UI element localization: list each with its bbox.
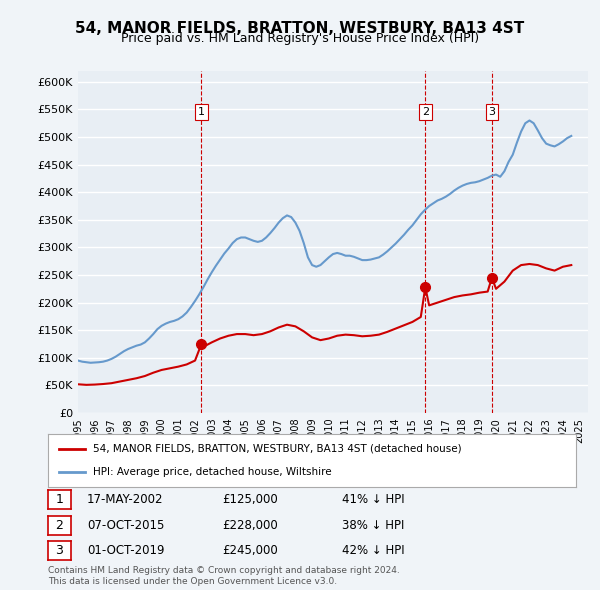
- Text: 07-OCT-2015: 07-OCT-2015: [87, 519, 164, 532]
- Text: 17-MAY-2002: 17-MAY-2002: [87, 493, 163, 506]
- Text: 54, MANOR FIELDS, BRATTON, WESTBURY, BA13 4ST: 54, MANOR FIELDS, BRATTON, WESTBURY, BA1…: [76, 21, 524, 35]
- Text: HPI: Average price, detached house, Wiltshire: HPI: Average price, detached house, Wilt…: [93, 467, 332, 477]
- Text: £228,000: £228,000: [222, 519, 278, 532]
- Text: 38% ↓ HPI: 38% ↓ HPI: [342, 519, 404, 532]
- Text: 2: 2: [55, 519, 64, 532]
- Text: 54, MANOR FIELDS, BRATTON, WESTBURY, BA13 4ST (detached house): 54, MANOR FIELDS, BRATTON, WESTBURY, BA1…: [93, 444, 461, 454]
- Text: 1: 1: [55, 493, 64, 506]
- Text: 41% ↓ HPI: 41% ↓ HPI: [342, 493, 404, 506]
- Text: 2: 2: [422, 107, 429, 117]
- Text: £245,000: £245,000: [222, 544, 278, 557]
- Text: Contains HM Land Registry data © Crown copyright and database right 2024.
This d: Contains HM Land Registry data © Crown c…: [48, 566, 400, 586]
- Text: 1: 1: [198, 107, 205, 117]
- Text: Price paid vs. HM Land Registry's House Price Index (HPI): Price paid vs. HM Land Registry's House …: [121, 32, 479, 45]
- Text: £125,000: £125,000: [222, 493, 278, 506]
- Text: 3: 3: [488, 107, 496, 117]
- Text: 3: 3: [55, 544, 64, 557]
- Text: 42% ↓ HPI: 42% ↓ HPI: [342, 544, 404, 557]
- Text: 01-OCT-2019: 01-OCT-2019: [87, 544, 164, 557]
